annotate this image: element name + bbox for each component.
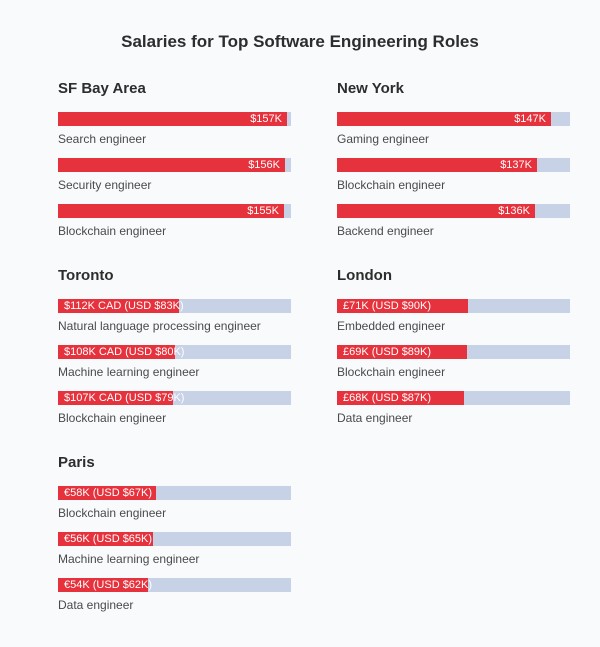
- bar-row: £71K (USD $90K) Embedded engineer: [337, 299, 570, 339]
- bar-value-label: $147K: [514, 113, 546, 125]
- group-sf-bay-area: SF Bay Area $157K Search engineer $156K Secu…: [58, 80, 291, 250]
- bar-value-label: £71K (USD $90K): [343, 300, 432, 312]
- role-label: Blockchain engineer: [58, 224, 167, 238]
- bar-fill: [337, 158, 537, 172]
- bar-row: $156K Security engineer: [58, 158, 291, 198]
- role-label: Data engineer: [58, 598, 134, 612]
- role-label: Security engineer: [58, 178, 152, 192]
- city-title: Toronto: [58, 267, 114, 284]
- role-label: Data engineer: [337, 411, 413, 425]
- bar-fill: [58, 299, 179, 313]
- role-label: Gaming engineer: [337, 132, 430, 146]
- city-title: Paris: [58, 454, 95, 471]
- group-london: London £71K (USD $90K) Embedded engineer £6…: [337, 267, 570, 437]
- role-label: Blockchain engineer: [58, 506, 167, 520]
- bar-row: €54K (USD $62K) Data engineer: [58, 578, 291, 618]
- bar-value-label: $157K: [250, 113, 282, 125]
- bar-fill: [58, 345, 175, 359]
- bar-row: $107K CAD (USD $79K) Blockchain engineer: [58, 391, 291, 431]
- bar-fill: [58, 532, 153, 546]
- bar-value-label: €56K (USD $65K): [64, 533, 153, 545]
- bar-value-label: $137K: [500, 159, 532, 171]
- bar-row: $147K Gaming engineer: [337, 112, 570, 152]
- bar-value-label: $108K CAD (USD $80K): [64, 346, 185, 358]
- bar-fill: [58, 204, 284, 218]
- bar-row: $112K CAD (USD $83K) Natural language pro…: [58, 299, 291, 339]
- group-toronto: Toronto $112K CAD (USD $83K) Natural langu…: [58, 267, 291, 437]
- group-paris: Paris €58K (USD $67K) Blockchain engineer €…: [58, 454, 291, 624]
- role-label: Blockchain engineer: [337, 365, 446, 379]
- bar-row: $157K Search engineer: [58, 112, 291, 152]
- bar-value-label: €58K (USD $67K): [64, 487, 153, 499]
- city-title: London: [337, 267, 392, 284]
- bar-row: $137K Blockchain engineer: [337, 158, 570, 198]
- bar-row: £69K (USD $89K) Blockchain engineer: [337, 345, 570, 385]
- bar-fill: [58, 158, 285, 172]
- chart-title: Salaries for Top Software Engineering Ro…: [121, 32, 479, 51]
- role-label: Blockchain engineer: [58, 411, 167, 425]
- bar-value-label: $107K CAD (USD $79K): [64, 392, 185, 404]
- bar-row: $108K CAD (USD $80K) Machine learning eng…: [58, 345, 291, 385]
- bar-value-label: $112K CAD (USD $83K): [64, 300, 184, 312]
- bar-value-label: £69K (USD $89K): [343, 346, 432, 358]
- bar-value-label: $155K: [247, 205, 279, 217]
- bar-row: €58K (USD $67K) Blockchain engineer: [58, 486, 291, 526]
- role-label: Blockchain engineer: [337, 178, 446, 192]
- city-title: New York: [337, 80, 404, 97]
- bar-row: $155K Blockchain engineer: [58, 204, 291, 244]
- role-label: Machine learning engineer: [58, 552, 200, 566]
- group-new-york: New York $147K Gaming engineer $137K Blockch…: [337, 80, 570, 250]
- bar-value-label: €54K (USD $62K): [64, 579, 153, 591]
- bar-value-label: £68K (USD $87K): [343, 392, 432, 404]
- bar-fill: [337, 204, 535, 218]
- role-label: Backend engineer: [337, 224, 434, 238]
- bar-fill: [58, 578, 148, 592]
- bar-value-label: $156K: [248, 159, 280, 171]
- bar-fill: [58, 112, 287, 126]
- bar-fill: [337, 112, 551, 126]
- bar-fill: [337, 299, 468, 313]
- bar-value-label: $136K: [498, 205, 530, 217]
- role-label: Machine learning engineer: [58, 365, 200, 379]
- role-label: Search engineer: [58, 132, 147, 146]
- role-label: Embedded engineer: [337, 319, 446, 333]
- bar-fill: [58, 391, 173, 405]
- bar-fill: [337, 391, 464, 405]
- bar-fill: [58, 486, 156, 500]
- bar-fill: [337, 345, 467, 359]
- role-label: Natural language processing engineer: [58, 319, 261, 333]
- bar-row: €56K (USD $65K) Machine learning engineer: [58, 532, 291, 572]
- bar-row: $136K Backend engineer: [337, 204, 570, 244]
- bar-row: £68K (USD $87K) Data engineer: [337, 391, 570, 431]
- city-title: SF Bay Area: [58, 80, 146, 97]
